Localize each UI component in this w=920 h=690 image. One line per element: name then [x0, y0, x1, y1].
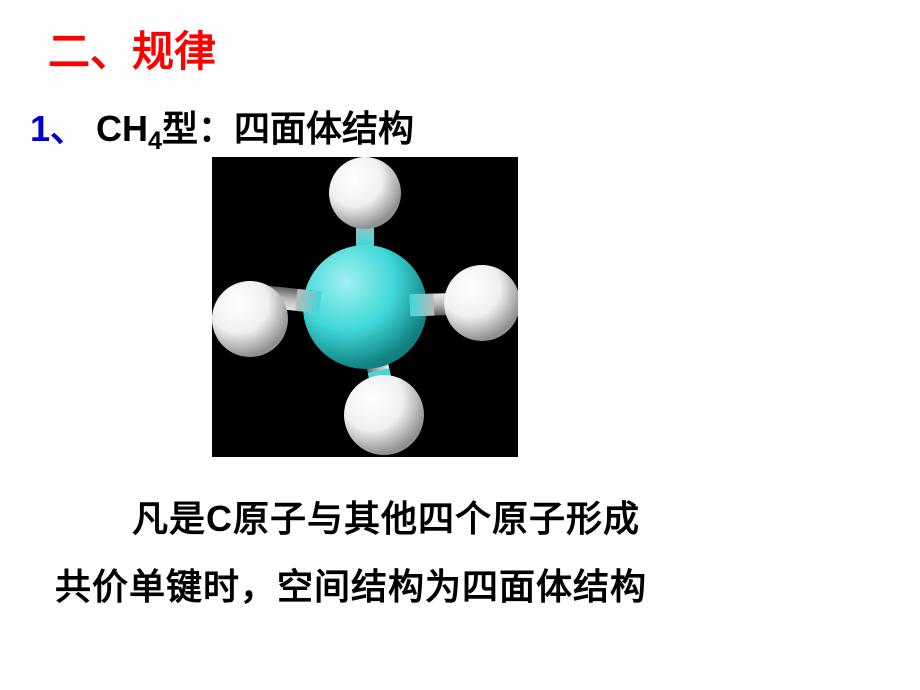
desc-c-atom: C	[206, 498, 233, 539]
molecule-svg	[212, 157, 518, 457]
desc-prefix: 凡是	[44, 498, 206, 539]
section-heading: 二、规律	[48, 18, 216, 79]
desc-rest: 原子与其他四个原子形成	[233, 498, 640, 539]
molecule-model	[212, 157, 518, 457]
description-line-1: 凡是C原子与其他四个原子形成	[44, 490, 876, 542]
heading-text: 二、规律	[48, 28, 216, 75]
formula-suffix: 型：四面体结构	[162, 108, 414, 149]
slide: 二、规律 1、 CH4型：四面体结构	[0, 0, 920, 690]
formula-subscript: 4	[148, 127, 162, 155]
desc-line2-text: 共价单键时，空间结构为四面体结构	[44, 566, 647, 607]
subheading: 1、 CH4型：四面体结构	[30, 100, 414, 156]
formula-prefix: CH	[86, 108, 148, 149]
description-line-2: 共价单键时，空间结构为四面体结构	[44, 558, 876, 610]
formula: CH4型：四面体结构	[86, 108, 414, 149]
subheading-number: 1、	[30, 108, 86, 149]
